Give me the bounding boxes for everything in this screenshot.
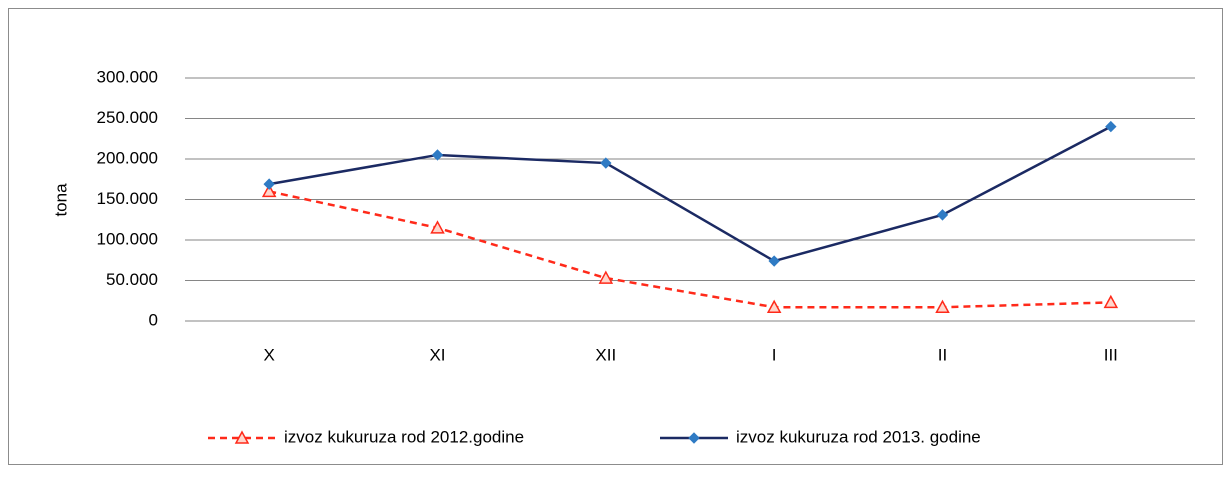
x-tick-label: II — [938, 345, 947, 364]
data-point — [936, 209, 949, 221]
series-line — [268, 190, 1111, 309]
series-line — [268, 125, 1112, 263]
data-point — [766, 299, 782, 313]
data-point — [600, 157, 612, 169]
y-tick-label: 250.000 — [97, 108, 158, 127]
legend-label: izvoz kukuruza rod 2013. godine — [736, 427, 981, 446]
legend-label: izvoz kukuruza rod 2012.godine — [284, 427, 524, 446]
x-tick-label: XII — [595, 345, 616, 364]
x-tick-label: I — [772, 345, 777, 364]
y-tick-label: 200.000 — [97, 148, 158, 167]
data-point — [688, 432, 700, 444]
x-tick-label: III — [1104, 345, 1118, 364]
chart-border — [8, 8, 1223, 465]
data-point — [598, 270, 614, 284]
data-point — [234, 430, 250, 444]
y-axis-label: tona — [51, 183, 70, 217]
data-point — [1105, 120, 1117, 133]
data-point — [768, 255, 780, 267]
x-tick-label: X — [263, 345, 274, 364]
y-tick-label: 0 — [149, 310, 158, 329]
data-point — [430, 220, 445, 234]
data-point — [431, 149, 444, 161]
y-tick-label: 150.000 — [97, 189, 158, 208]
y-tick-label: 50.000 — [106, 270, 158, 289]
data-point — [935, 299, 950, 313]
x-tick-label: XI — [429, 345, 445, 364]
data-point — [1103, 294, 1119, 309]
data-point — [263, 178, 275, 190]
y-tick-label: 100.000 — [97, 229, 158, 248]
data-point — [261, 183, 277, 198]
y-tick-label: 300.000 — [97, 67, 158, 86]
